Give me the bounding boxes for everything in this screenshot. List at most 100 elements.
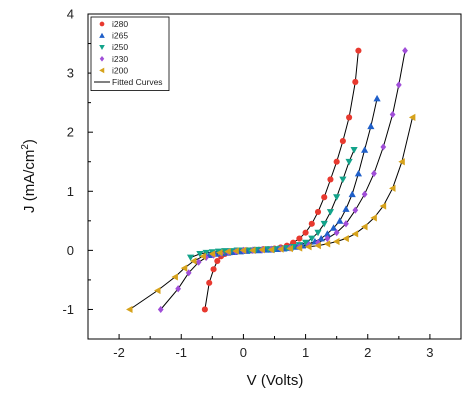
data-point-i200 [154,286,161,295]
data-point-i200 [314,242,321,250]
data-point-i200 [286,244,293,253]
legend-marker-i280 [99,21,105,27]
data-point-i230 [402,47,408,55]
x-axis-title: V (Volts) [247,372,304,389]
data-point-i200 [398,158,405,166]
data-point-i200 [361,223,368,231]
y-tick-label: 3 [67,66,74,81]
data-point-i280 [321,194,328,201]
y-axis-title-tail: ) [21,139,38,144]
fitted-curve-i200 [129,117,413,310]
data-point-i280 [214,257,221,265]
data-point-i250 [202,249,210,257]
data-point-i200 [208,250,216,258]
fitted-curve-i265 [209,98,378,256]
data-point-i280 [327,176,334,183]
data-point-i200 [199,252,206,260]
data-point-i230 [195,258,202,266]
data-point-i200 [295,244,303,252]
data-point-i280 [355,47,362,54]
data-point-i200 [216,249,223,257]
legend-label-i265: i265 [112,31,128,41]
data-point-i280 [210,266,217,273]
data-point-i200 [224,247,231,256]
data-point-i200 [342,234,349,243]
data-point-i250 [314,229,322,237]
y-tick-label: -1 [62,302,74,317]
data-point-i200 [267,246,275,254]
data-point-i280 [206,279,213,286]
data-point-i250 [186,254,195,262]
legend-label-i230: i230 [112,54,128,64]
data-point-i265 [323,230,331,237]
data-point-i265 [367,122,375,130]
data-point-i200 [126,305,133,314]
data-point-i280 [296,235,303,242]
y-axis-title-main: J (mA/cm [21,150,38,213]
legend-label-i250: i250 [112,42,128,52]
data-point-i250 [301,239,310,247]
fitted-curve-i230 [160,50,406,310]
data-point-i280 [339,137,346,145]
data-point-i250 [326,209,335,216]
data-point-i230 [380,143,387,151]
x-tick-label: -1 [175,345,187,360]
data-point-i250 [320,220,328,228]
data-point-i230 [203,253,209,262]
data-point-i265 [342,205,350,212]
data-point-i200 [239,246,247,254]
data-point-i250 [289,243,297,251]
data-point-i200 [408,113,416,122]
data-point-i230 [343,220,349,228]
data-point-i250 [333,194,341,201]
data-point-i200 [190,257,197,265]
data-point-i200 [370,214,377,222]
data-point-i200 [171,273,178,281]
data-point-i250 [350,147,358,154]
data-point-i280 [352,78,359,86]
y-axis-title: J (mA/cm2) [20,139,38,213]
fitted-curve-i280 [204,50,359,310]
legend-label-i280: i280 [112,19,128,29]
legend-marker-i265 [99,32,105,38]
legend-marker-i200 [99,67,105,74]
data-point-i280 [308,220,315,227]
data-point-i280 [346,114,353,121]
data-point-i230 [324,234,331,243]
data-point-i250 [345,158,353,166]
data-point-i280 [201,306,208,313]
data-point-i200 [305,243,312,251]
data-point-i230 [395,81,402,89]
data-point-i200 [249,246,256,254]
data-point-i250 [196,251,204,258]
data-point-i200 [389,184,396,192]
data-point-i230 [185,269,192,277]
y-axis-title-sup: 2 [20,144,31,150]
data-point-i200 [379,202,387,210]
data-point-i265 [354,169,363,177]
data-point-i200 [232,247,239,255]
x-tick-label: 2 [364,345,371,360]
data-point-i265 [336,217,344,224]
data-point-i250 [308,235,316,243]
data-point-i280 [333,158,340,165]
data-point-i250 [339,176,347,184]
data-point-i200 [333,237,340,246]
data-point-i265 [348,190,356,198]
x-tick-label: 1 [302,345,309,360]
y-tick-label: 0 [67,243,74,258]
data-point-i200 [277,245,284,253]
data-point-i265 [329,224,338,231]
data-point-i230 [371,169,377,178]
data-point-i200 [351,230,359,238]
data-point-i280 [302,229,309,236]
data-point-i230 [352,206,359,214]
data-point-i265 [373,94,381,102]
data-point-i230 [333,229,340,237]
x-tick-label: 3 [426,345,433,360]
data-point-i230 [389,110,396,119]
legend-marker-i230 [99,56,105,62]
x-tick-label: 0 [240,345,247,360]
